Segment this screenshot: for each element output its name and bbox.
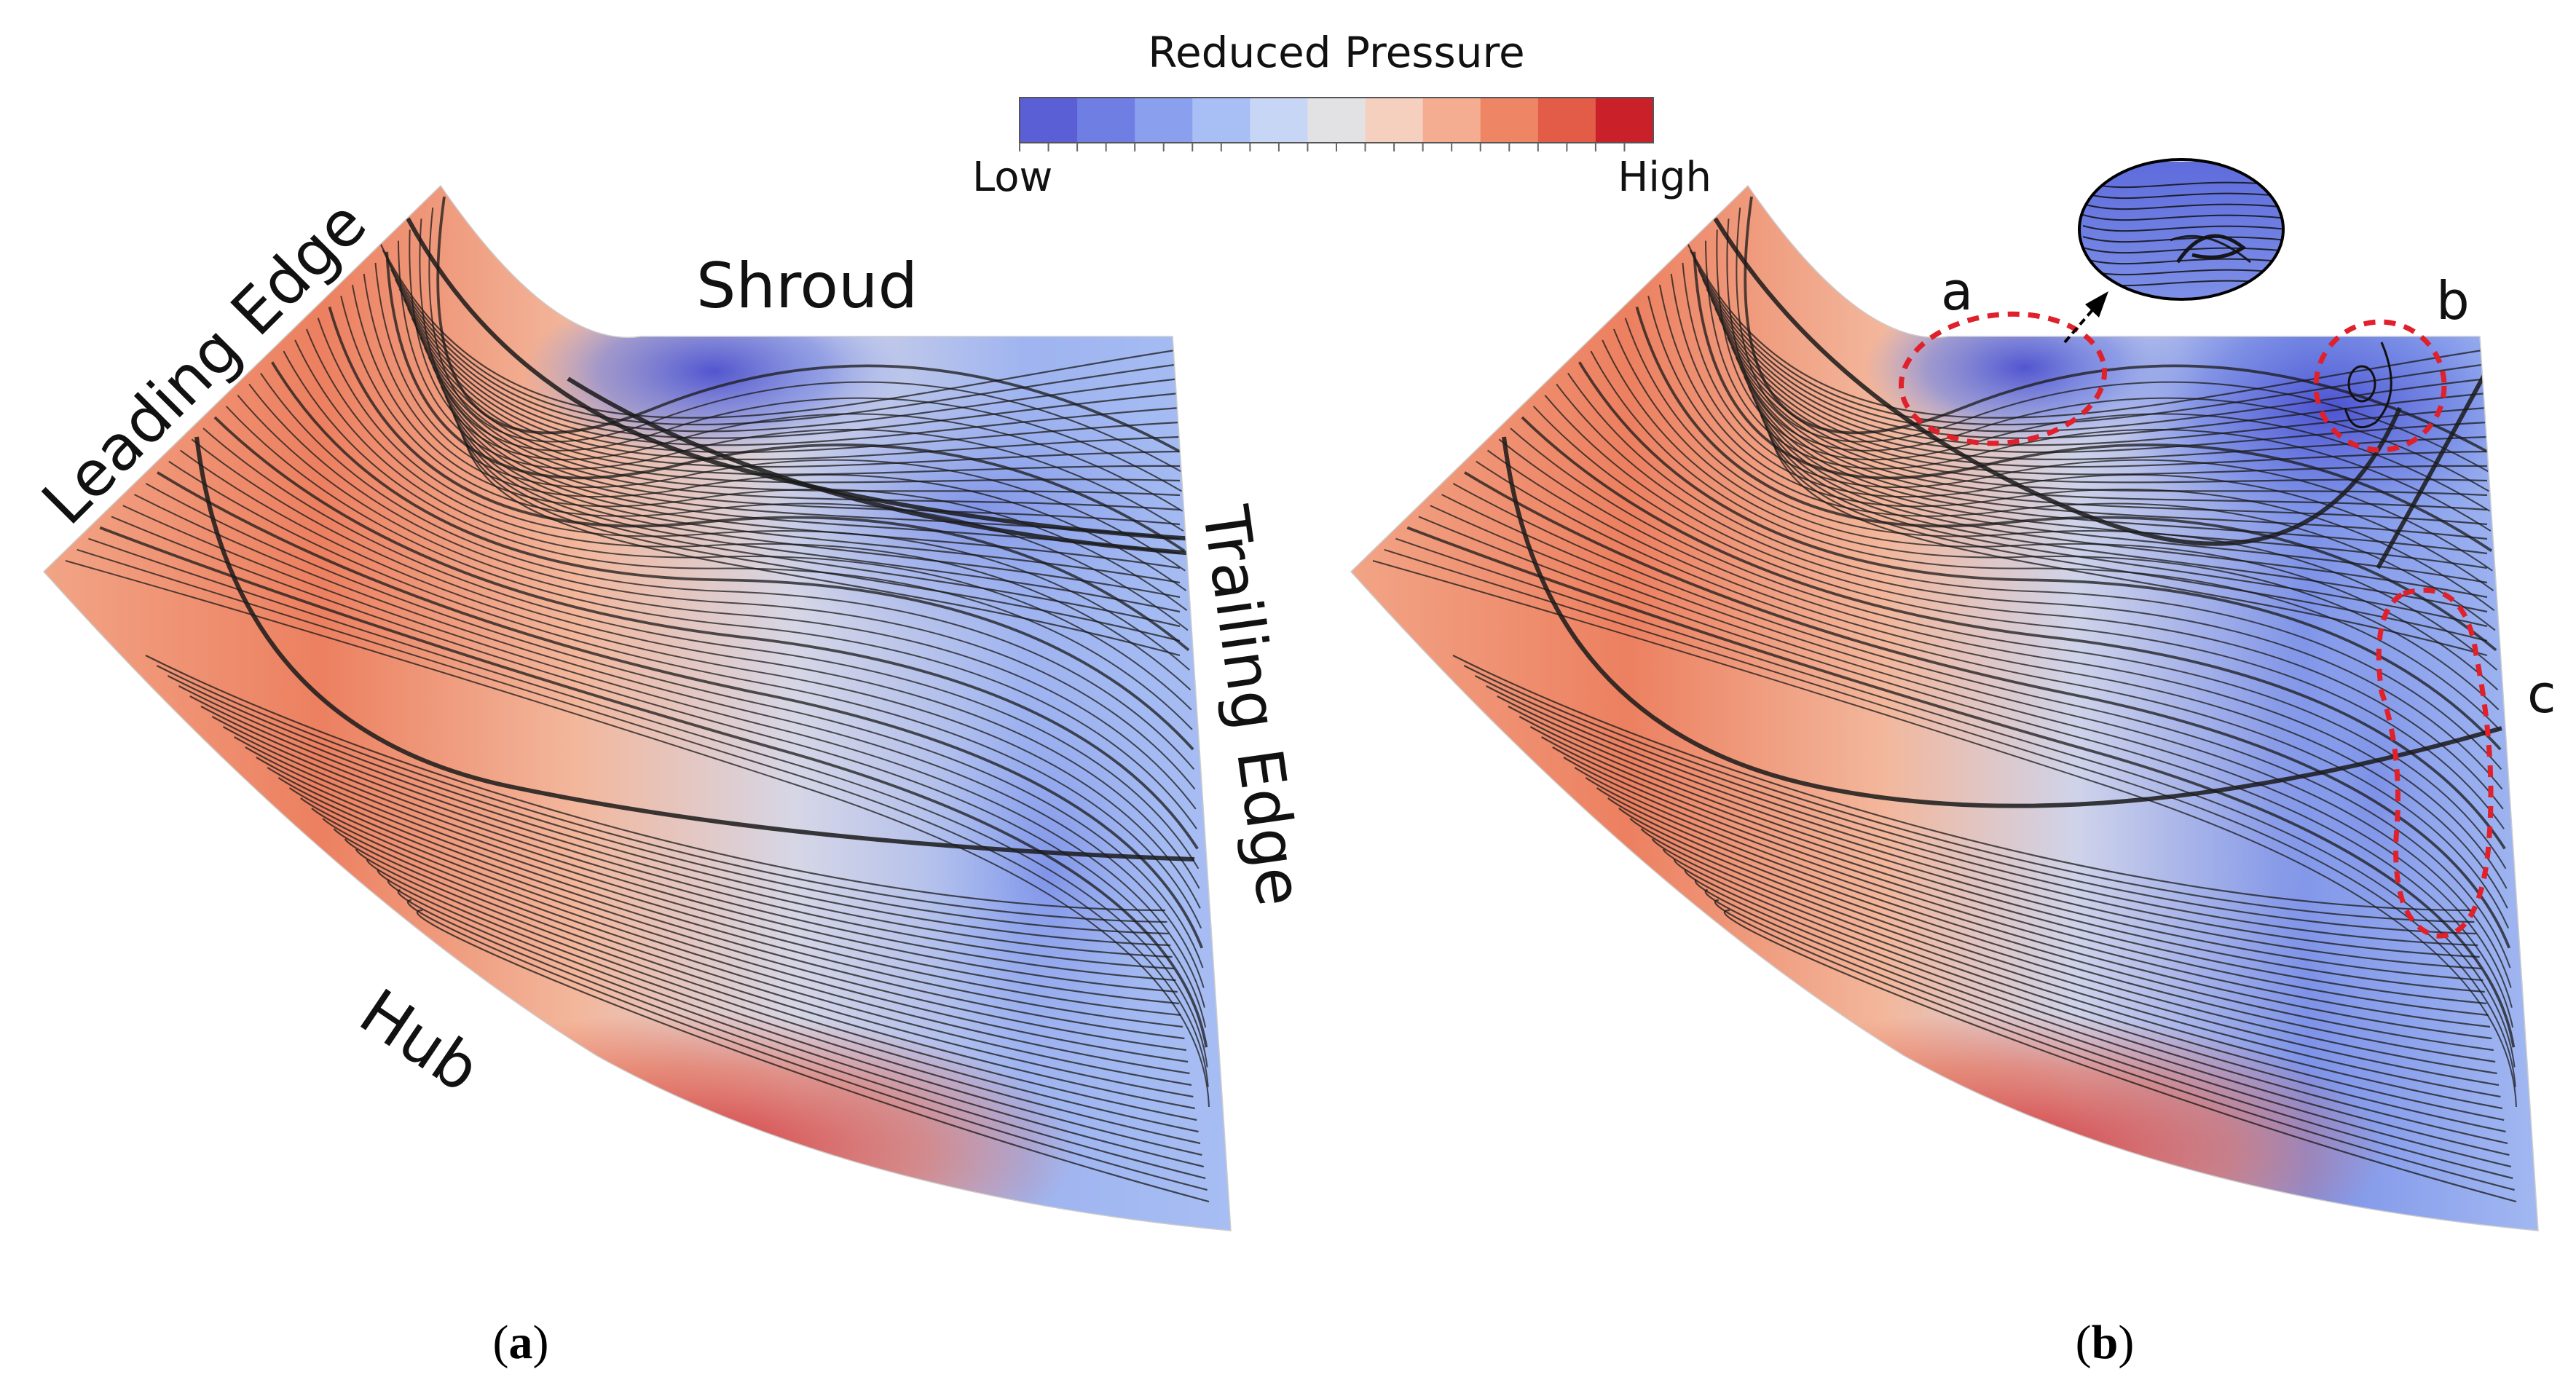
panel-b: a b c (b): [1350, 158, 2556, 1369]
panel-b-caption-letter: b: [2092, 1316, 2119, 1369]
panel-a-contour: [44, 186, 1231, 1231]
annotation-b-label: b: [2436, 270, 2470, 331]
panel-b-contour: [1351, 186, 2538, 1231]
zoom-arrow: [2063, 291, 2108, 344]
panel-a: Leading Edge Shroud Trailing Edge Hub (a…: [28, 184, 1316, 1369]
hub-label: Hub: [347, 976, 492, 1107]
panel-b-streamlines: [1372, 196, 2517, 1203]
annotation-a-label: a: [1941, 261, 1973, 322]
trailing-edge-label: Trailing Edge: [1188, 501, 1316, 910]
panel-a-outline: [42, 184, 1232, 1231]
region-b-ellipse: [2313, 319, 2447, 453]
panel-a-caption-letter: a: [509, 1316, 533, 1369]
colorbar-title: Reduced Pressure: [1148, 28, 1524, 77]
colorbar: Reduced Pressure Low High: [972, 28, 1712, 201]
annotation-regions: [1898, 311, 2494, 939]
colorbar-low-label: Low: [972, 154, 1052, 201]
vortex-b-swirl: [2344, 342, 2392, 429]
panel-b-outline: [1350, 184, 2539, 1231]
panel-a-caption: (a): [493, 1316, 549, 1369]
shroud-label: Shroud: [696, 250, 918, 323]
colorbar-high-label: High: [1618, 154, 1712, 201]
annotation-c-label: c: [2527, 663, 2556, 725]
panel-b-caption: (b): [2076, 1316, 2135, 1369]
region-c-outline: [2376, 587, 2494, 939]
panel-a-streamlines: [65, 196, 1210, 1203]
region-a-ellipse: [1898, 311, 2108, 446]
colorbar-swatches: [1019, 97, 1654, 143]
colorbar-ticks: [1019, 143, 1626, 151]
inset-zoom: [2078, 158, 2285, 301]
